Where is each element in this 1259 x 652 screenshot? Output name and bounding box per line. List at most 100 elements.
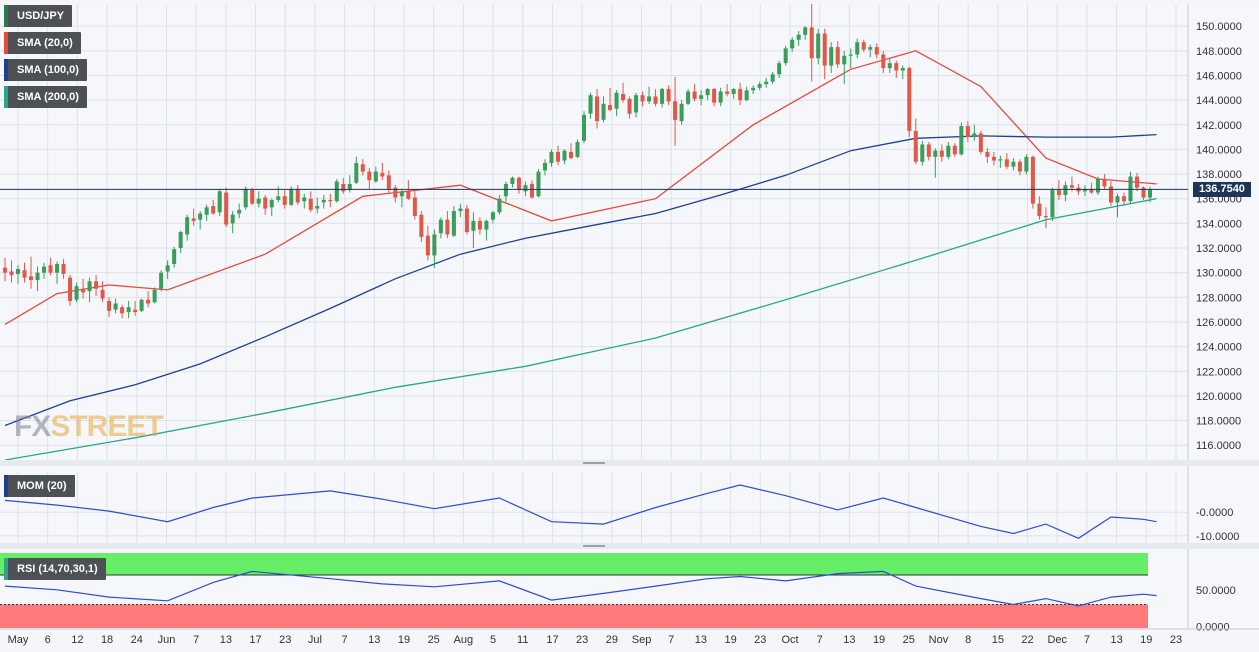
candle-body [1011, 161, 1016, 167]
candle-body [107, 301, 112, 311]
x-tick-label: 12 [71, 634, 83, 646]
fxstreet-watermark: FXSTREET [14, 410, 164, 444]
x-tick-label: 23 [279, 634, 291, 646]
price-y-tick-label: 146.0000 [1196, 70, 1242, 82]
candle-body [185, 217, 190, 235]
rsi-y-tick-label: 0.0000 [1196, 622, 1230, 634]
candle-body [699, 95, 704, 99]
candle-body [334, 181, 339, 202]
legend-sma100[interactable]: SMA (100,0) [4, 59, 87, 81]
candle-body [1128, 176, 1133, 202]
candle-body [1017, 161, 1022, 172]
candle-body [991, 156, 996, 161]
candle-body [178, 232, 183, 249]
candle-body [874, 47, 879, 55]
candle-body [1024, 156, 1029, 172]
x-tick-label: 7 [668, 634, 674, 646]
x-tick-label: Dec [1047, 634, 1067, 646]
x-tick-label: 13 [843, 634, 855, 646]
candle-body [783, 48, 788, 64]
legend-sma20[interactable]: SMA (20,0) [4, 32, 81, 54]
price-panel[interactable]: 116.0000 118.0000 120.0000 122.0000 124.0000… [0, 4, 1259, 466]
last-price-badge: 136.7540 [1193, 182, 1251, 197]
candle-body [484, 220, 489, 230]
candle-body [686, 91, 691, 104]
candle-body [614, 92, 619, 109]
candle-body [1004, 159, 1009, 167]
x-tick-label: 22 [1021, 634, 1033, 646]
legend-mom[interactable]: MOM (20) [4, 475, 75, 497]
legend-sma200[interactable]: SMA (200,0) [4, 86, 87, 108]
sma-line [4, 50, 1157, 325]
x-tick-label: 29 [606, 634, 618, 646]
candle-body [126, 307, 131, 313]
candle-body [146, 299, 151, 304]
candle-body [887, 63, 892, 69]
candle-body [861, 42, 866, 50]
candle-body [224, 192, 229, 225]
legend-swatch-sma100 [4, 59, 8, 81]
candle-body [1050, 190, 1055, 218]
legend-label-sma200: SMA (200,0) [17, 91, 79, 103]
momentum-panel[interactable]: -0.0000 -10.0000 [0, 466, 1259, 549]
candle-body [230, 214, 235, 224]
candle-body [464, 208, 469, 232]
candle-body [712, 89, 717, 103]
candle-body [282, 196, 287, 205]
momentum-panel-separator [0, 543, 1259, 549]
candle-body [211, 206, 216, 214]
candle-body [529, 183, 534, 198]
candle-body [354, 162, 359, 183]
price-y-tick-label: 128.0000 [1196, 292, 1242, 304]
x-tick-label: 13 [368, 634, 380, 646]
x-tick-label: 25 [428, 634, 440, 646]
legend-rsi[interactable]: RSI (14,70,30,1) [4, 558, 106, 580]
candle-body [15, 268, 21, 274]
candle-body [536, 171, 541, 197]
candle-body [373, 171, 378, 182]
candle-body [425, 235, 430, 256]
candle-body [562, 150, 567, 161]
candle-body [256, 198, 261, 204]
x-tick-label: 13 [695, 634, 707, 646]
x-tick-label: 23 [576, 634, 588, 646]
candle-body [660, 89, 665, 104]
candle-body [302, 197, 307, 202]
candle-body [503, 183, 508, 197]
price-y-tick-label: 116.0000 [1196, 440, 1241, 452]
legend-swatch-sma20 [4, 32, 8, 54]
x-tick-label: 7 [193, 634, 199, 646]
candle-body [1069, 185, 1074, 188]
candle-body [803, 27, 808, 35]
candle-body [347, 183, 352, 191]
legend-label-sma20: SMA (20,0) [17, 37, 73, 49]
candle-body [243, 188, 248, 208]
price-y-tick-label: 148.0000 [1196, 46, 1242, 58]
candle-body [946, 145, 951, 157]
candle-body [757, 84, 762, 88]
legend-swatch-mom [4, 475, 8, 497]
candle-body [588, 95, 593, 114]
candle-body [920, 144, 925, 162]
candle-body [308, 198, 313, 210]
price-y-tick-label: 138.0000 [1196, 169, 1242, 181]
candle-body [725, 91, 730, 94]
candle-body [393, 187, 398, 198]
legend-usdjpy[interactable]: USD/JPY [4, 5, 73, 27]
x-tick-label: 13 [220, 634, 232, 646]
candle-body [139, 299, 144, 311]
momentum-panel-bg [0, 466, 1259, 545]
x-tick-label: 5 [490, 634, 496, 646]
candle-body [549, 151, 554, 163]
price-y-tick-label: 120.0000 [1196, 391, 1242, 403]
candle-body [451, 211, 456, 236]
candle-body [842, 55, 847, 65]
candle-body [29, 276, 34, 281]
rsi-y-tick-label: 50.0000 [1196, 585, 1236, 597]
rsi-panel[interactable]: 50.0000 0.0000 [0, 549, 1259, 634]
x-tick-label: 23 [754, 634, 766, 646]
candle-body [933, 150, 938, 157]
candle-body [341, 183, 346, 192]
candle-body [835, 47, 840, 65]
candle-body [497, 198, 502, 213]
